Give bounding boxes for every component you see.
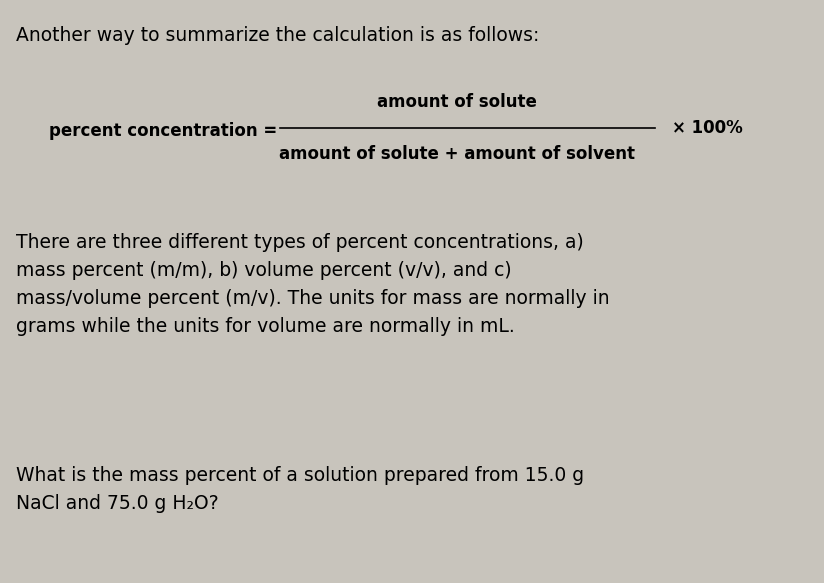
Text: Another way to summarize the calculation is as follows:: Another way to summarize the calculation…: [16, 26, 540, 45]
Text: percent concentration =: percent concentration =: [49, 122, 278, 140]
Text: amount of solute + amount of solvent: amount of solute + amount of solvent: [279, 146, 635, 163]
Text: amount of solute: amount of solute: [377, 93, 537, 111]
Text: There are three different types of percent concentrations, a)
mass percent (m/m): There are three different types of perce…: [16, 233, 610, 336]
Text: × 100%: × 100%: [672, 120, 742, 137]
Text: What is the mass percent of a solution prepared from 15.0 g
NaCl and 75.0 g H₂O?: What is the mass percent of a solution p…: [16, 466, 584, 514]
